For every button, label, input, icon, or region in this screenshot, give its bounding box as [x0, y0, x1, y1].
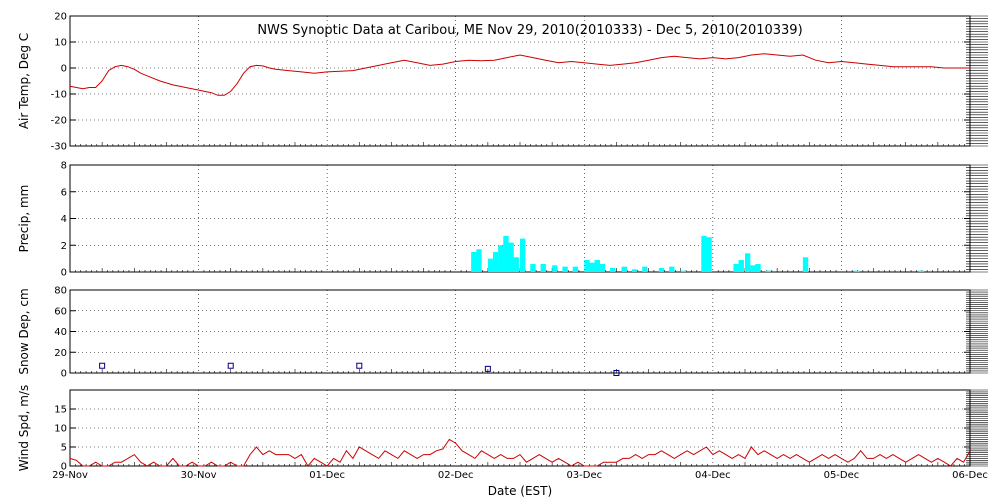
y-tick-label: 20 — [54, 12, 67, 23]
y-tick-label: 40 — [54, 327, 67, 338]
y-tick-label: 60 — [54, 306, 67, 317]
precip-bar — [745, 253, 751, 272]
precip-bar — [706, 237, 712, 272]
precip-bar — [854, 270, 860, 272]
y-axis-label: Snow Dep, cm — [17, 288, 31, 374]
x-tick-label: 06-Dec — [952, 470, 988, 481]
y-tick-label: 8 — [61, 161, 67, 172]
y-axis-label: Precip, mm — [17, 185, 31, 253]
snow-depth-point — [356, 362, 363, 369]
y-axis-label: Air Temp, Deg C — [17, 33, 31, 129]
x-tick-label: 05-Dec — [824, 470, 860, 481]
precip-bar — [765, 270, 771, 272]
precip-bar — [562, 266, 568, 272]
precip-bar — [750, 265, 756, 272]
y-tick-label: 20 — [54, 348, 67, 359]
precip-bar — [552, 265, 558, 272]
precip-bar — [572, 266, 579, 272]
precip-bar — [584, 259, 590, 272]
precip-bar — [658, 267, 665, 272]
precip-bar — [540, 263, 546, 272]
y-axis-label: Wind Spd, m/s — [17, 385, 31, 471]
precip-panel: 0 2 4 6 8 Precip, mm — [17, 161, 988, 279]
precip-bar — [621, 266, 627, 272]
air-temp-line — [69, 53, 970, 96]
x-tick-label: 29-Nov — [52, 470, 88, 481]
precip-bar — [476, 249, 482, 272]
x-tick-label: 01-Dec — [309, 470, 345, 481]
precip-bar — [487, 258, 494, 272]
y-tick-label: -10 — [51, 90, 67, 101]
precip-bar — [503, 235, 509, 272]
x-tick-label: 02-Dec — [438, 470, 474, 481]
x-tick-label: 04-Dec — [695, 470, 731, 481]
air-temp-panel: -30 -20 -10 0 10 20 Air Temp, Deg C — [17, 12, 988, 153]
precip-bar — [802, 257, 809, 272]
precip-bar — [594, 259, 600, 272]
precip-bar — [530, 263, 536, 272]
precip-bar — [755, 263, 761, 272]
x-tick-label: 03-Dec — [566, 470, 602, 481]
precip-bar — [498, 245, 504, 272]
y-tick-label: -30 — [51, 142, 67, 153]
snow-depth-panel: 0 20 40 60 80 Snow Dep, cm — [17, 286, 988, 380]
precip-bar — [599, 263, 606, 272]
precip-bar — [733, 263, 739, 272]
precip-bar — [520, 238, 526, 272]
precip-bar — [471, 251, 477, 272]
y-tick-label: 4 — [61, 214, 67, 225]
y-tick-label: 2 — [61, 241, 67, 252]
precip-bar — [493, 251, 499, 272]
wind-speed-panel: 0 5 10 15 Wind Spd, m/s 29-Nov 30-Nov 01-Dec 02-… — [17, 385, 988, 481]
y-tick-label: 0 — [61, 462, 67, 473]
y-tick-label: 6 — [61, 187, 67, 198]
precip-bar — [701, 235, 707, 272]
y-tick-label: 10 — [54, 38, 67, 49]
snow-depth-point — [484, 365, 491, 372]
wind-speed-line — [69, 438, 971, 467]
snow-depth-point — [613, 370, 620, 376]
snow-depth-point — [227, 362, 234, 369]
precip-bar — [631, 269, 638, 272]
precip-bar — [680, 270, 687, 272]
snow-depth-point — [99, 362, 106, 369]
y-tick-label: 80 — [54, 286, 67, 297]
precip-bar — [508, 242, 514, 272]
precip-bar — [513, 257, 519, 272]
y-tick-label: 0 — [61, 268, 67, 279]
precip-bar — [738, 259, 744, 272]
precip-bar — [589, 262, 595, 272]
y-tick-label: 15 — [54, 405, 67, 416]
precip-bar — [610, 267, 616, 272]
y-tick-label: -20 — [51, 116, 67, 127]
y-tick-label: 0 — [61, 369, 67, 380]
precip-bar — [918, 270, 924, 272]
x-axis-label: Date (EST) — [488, 484, 552, 498]
chart-title: NWS Synoptic Data at Caribou, ME Nov 29,… — [257, 23, 802, 38]
y-tick-label: 5 — [61, 443, 67, 454]
y-tick-label: 0 — [61, 64, 67, 75]
y-tick-label: 10 — [54, 424, 67, 435]
x-tick-label: 30-Nov — [181, 470, 217, 481]
precip-bar — [669, 266, 675, 272]
precip-bar — [642, 266, 648, 272]
